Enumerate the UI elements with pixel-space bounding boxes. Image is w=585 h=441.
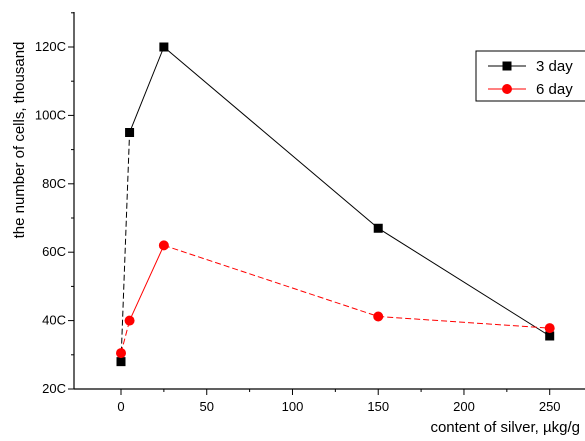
axes [73,12,585,390]
legend-label-3-day: 3 day [536,58,573,75]
legend-box [475,50,585,102]
series-6-day-point-4 [544,323,555,334]
tick-labels: 0 50 100 150 200 250 20C 40C 60C 80C 100C 120C [35,39,561,414]
series-6-day-point-0 [116,348,126,359]
x-tick-label-0: 0 [117,399,124,414]
y-tick-label-200: 20C [42,381,66,396]
x-tick-label-50: 50 [200,399,214,414]
y-tick-label-1200: 120C [35,39,66,54]
x-tick-label-100: 100 [282,399,304,414]
y-tick-label-1000: 100C [35,107,66,122]
series-6-day-point-3 [373,311,384,322]
y-tick-label-600: 60C [42,244,66,259]
series-6-day-segment-3 [378,315,550,329]
series-3-day-point-2 [159,42,169,52]
y-tick-label-400: 40C [42,313,66,328]
x-tick-label-250: 250 [539,399,561,414]
y-axis-title: the number of cells, thousand [11,42,28,239]
series-6-day-point-2 [158,240,169,251]
series-6-day-point-1 [124,315,135,326]
legend: 3 day 6 day [475,50,585,102]
series-markers [116,42,555,367]
series-3-day-point-3 [373,223,383,233]
series-3-day-segment-1 [129,46,165,133]
series-3-day-point-4 [545,331,555,341]
series-6-day-segment-1 [129,245,165,321]
x-tick-label-200: 200 [453,399,475,414]
legend-marker-6-day [502,84,512,94]
ticks [68,12,551,395]
series-3-day-point-0 [116,357,126,367]
series-3-day-segment-0 [120,132,131,362]
legend-marker-3-day [502,61,512,71]
legend-label-6-day: 6 day [536,81,573,98]
x-tick-label-150: 150 [367,399,389,414]
series-3-day-segment-2 [163,46,379,229]
y-tick-label-800: 80C [42,176,66,191]
series-3-day-segment-3 [377,227,550,337]
x-axis-title: content of silver, µkg/g [430,419,580,436]
series-6-day-segment-0 [120,320,131,354]
series-lines [120,46,550,362]
series-6-day-segment-2 [163,244,379,317]
series-3-day-point-1 [125,128,135,137]
